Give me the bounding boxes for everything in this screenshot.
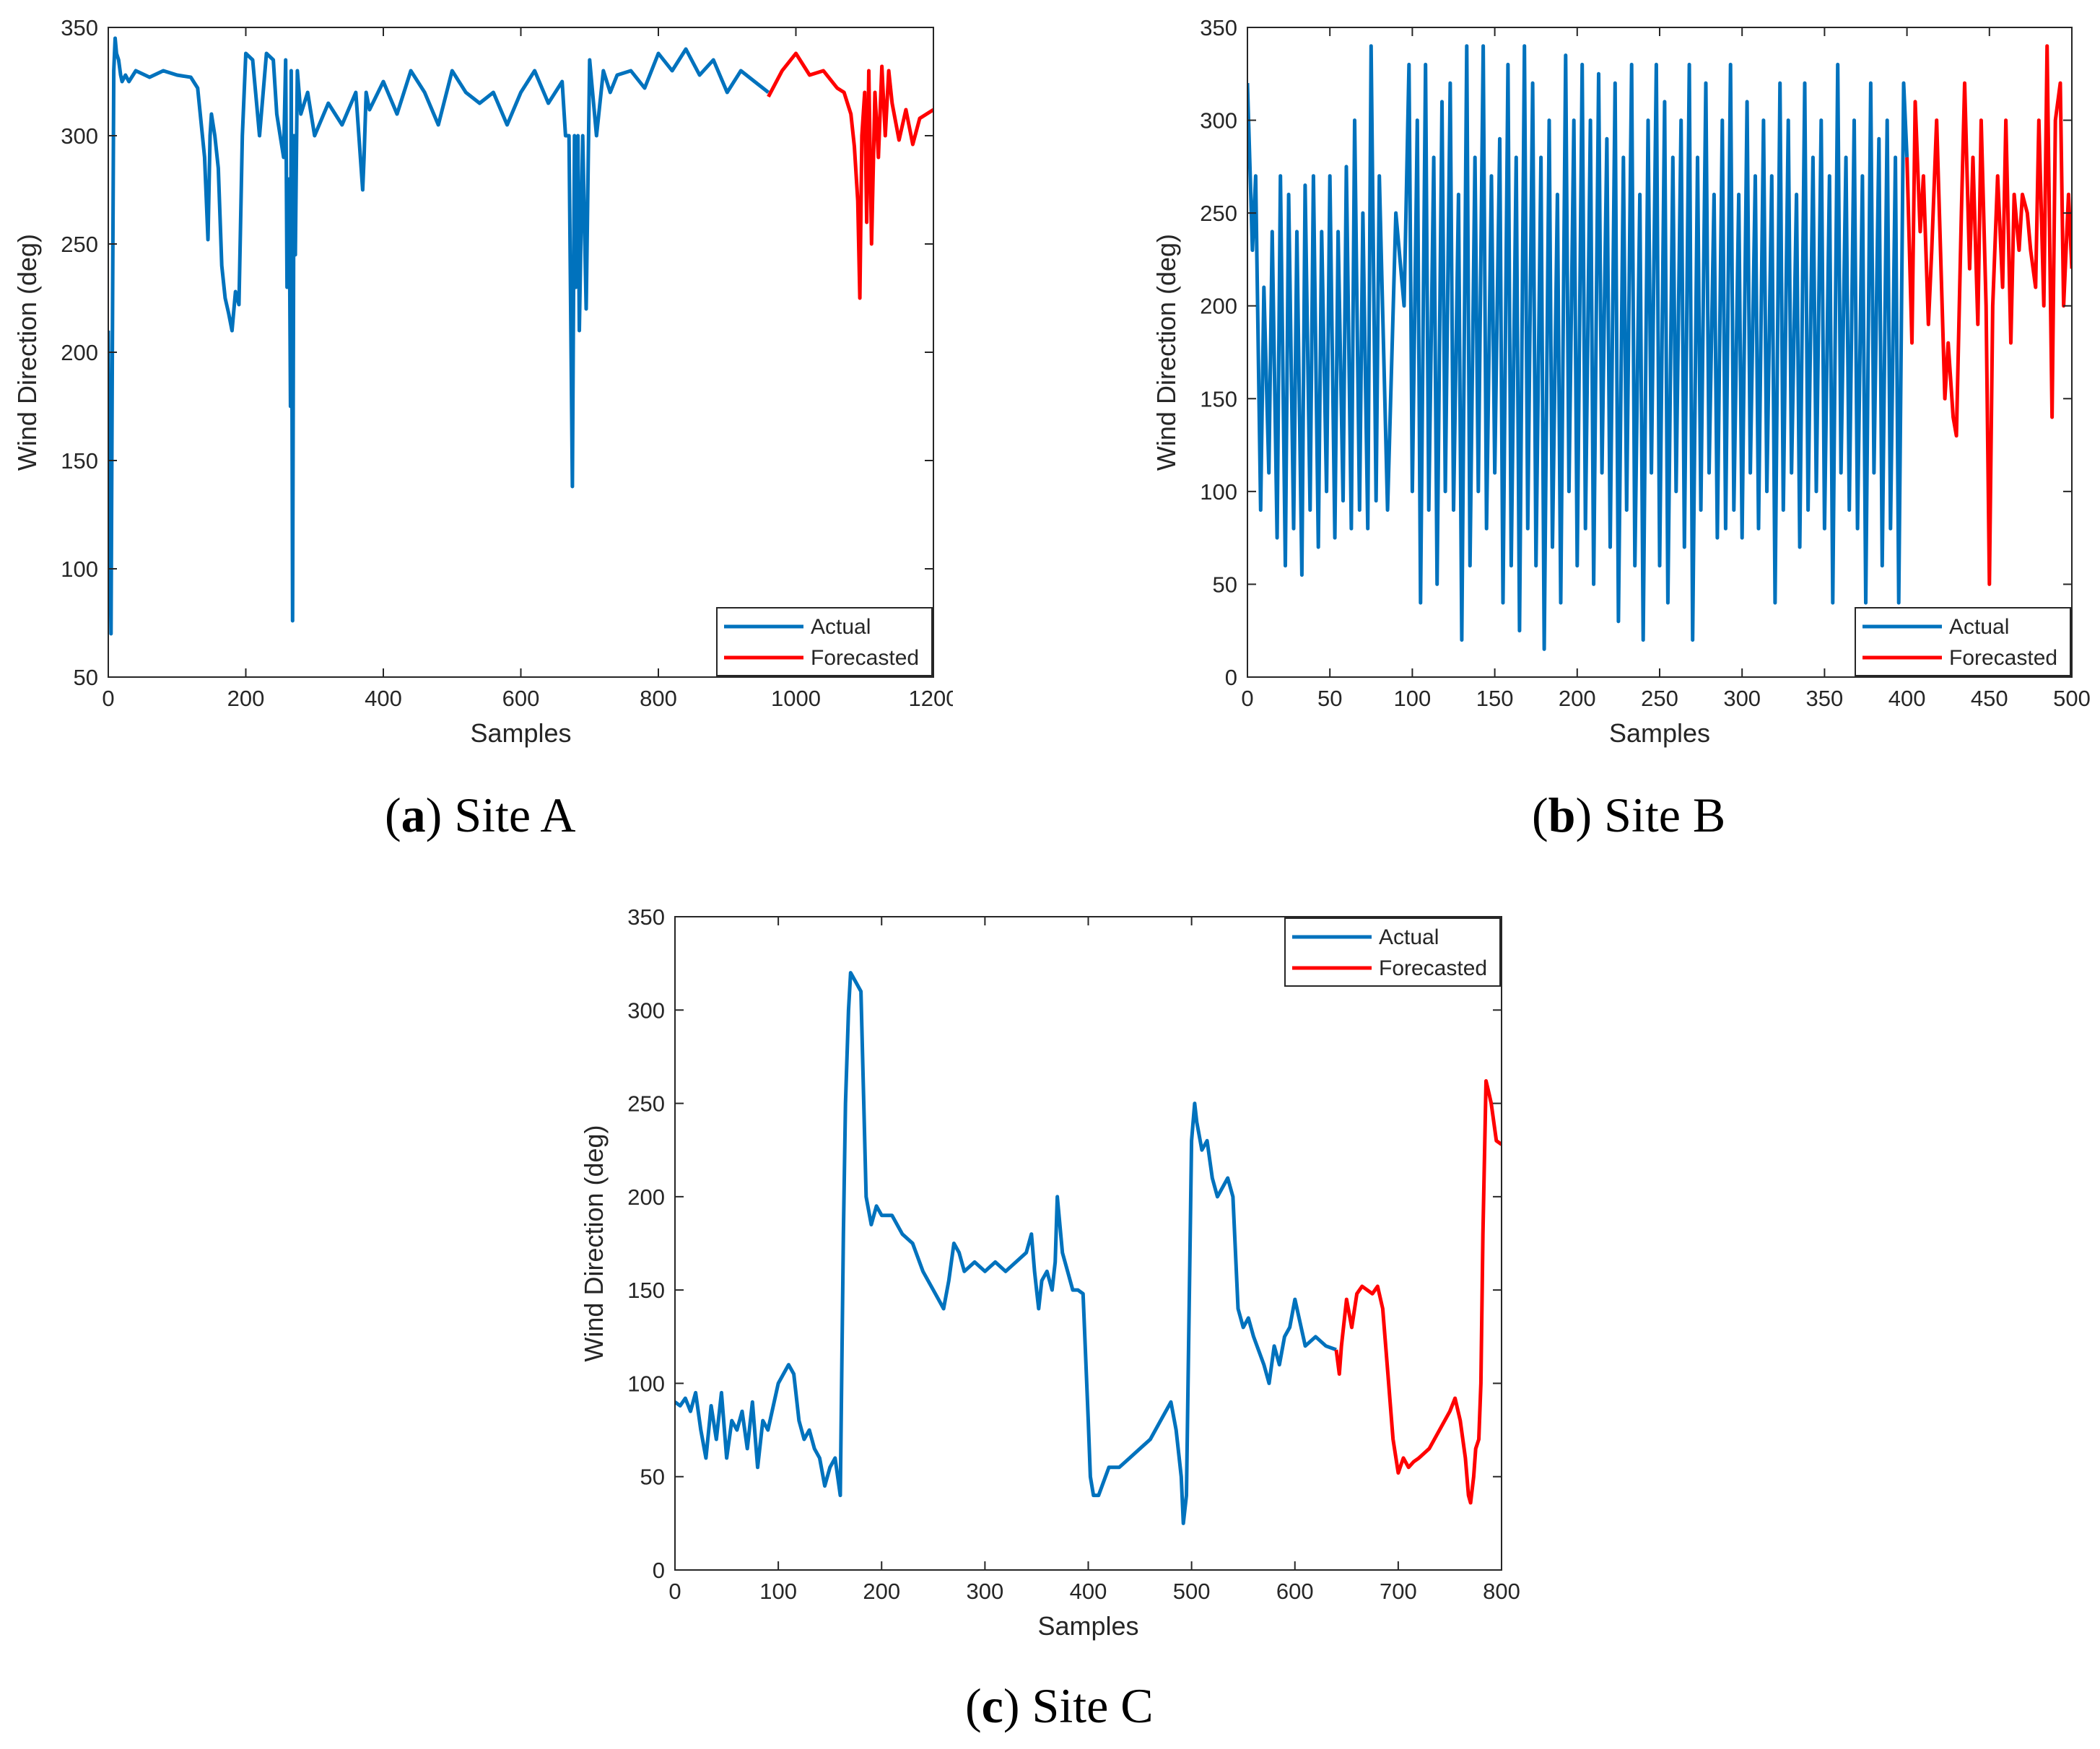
y-tick-label: 150	[61, 448, 98, 474]
chart-b: 0 50 100 150 200 250 300 350 400 450 500 0 50 100 150 2…	[1151, 15, 2091, 748]
x-tick-label: 50	[1317, 686, 1342, 711]
series-line-actual	[675, 971, 1337, 1525]
y-tick-label: 200	[627, 1185, 665, 1210]
y-tick-label: 350	[627, 904, 665, 930]
x-tick-label: 100	[1394, 686, 1432, 711]
x-tick-label: 600	[1276, 1579, 1314, 1604]
x-tick-label: 0	[668, 1579, 681, 1604]
legend-box	[1855, 607, 2071, 676]
chart-panel-c: 0 100 200 300 400 500 600 700 800 0 50 100 150 200 250…	[570, 895, 1530, 1660]
chart-panel-b: 0 50 100 150 200 250 300 350 400 450 500 0 50 100 150 2…	[1141, 0, 2100, 776]
x-tick-label: 200	[863, 1579, 900, 1604]
y-tick-label: 300	[1200, 108, 1237, 134]
x-tick-label: 450	[1971, 686, 2008, 711]
x-tick-label: 400	[1070, 1579, 1107, 1604]
x-tick-label: 250	[1641, 686, 1678, 711]
y-tick-label: 50	[640, 1465, 665, 1490]
series-line-forecasted	[767, 51, 933, 300]
legend: Actual Forecasted	[1284, 917, 1501, 987]
x-tick-label: 400	[365, 686, 402, 711]
y-tick-label: 200	[61, 340, 98, 365]
x-tick-label: 200	[1559, 686, 1596, 711]
y-tick-label: 200	[1200, 294, 1237, 319]
legend-box	[1284, 917, 1501, 987]
x-tick-label: 500	[2053, 686, 2091, 711]
legend: Actual Forecasted	[1855, 607, 2071, 676]
chart-panel-a: 0 200 400 600 800 1000 1200 50 100 150 200 250 300 35…	[0, 0, 958, 776]
series-line-forecasted	[1334, 1079, 1502, 1505]
x-tick-label: 1000	[771, 686, 821, 711]
y-tick-label: 350	[1200, 15, 1237, 40]
x-tick-label: 800	[640, 686, 677, 711]
chart-a: 0 200 400 600 800 1000 1200 50 100 150 200 250 300 35…	[12, 15, 958, 748]
x-tick-label: 100	[759, 1579, 797, 1604]
x-tick-label: 500	[1173, 1579, 1211, 1604]
x-tick-label: 0	[102, 686, 114, 711]
legend-box	[716, 607, 933, 676]
y-tick-label: 350	[61, 15, 98, 40]
y-tick-label: 250	[627, 1091, 665, 1117]
x-tick-label: 150	[1476, 686, 1514, 711]
y-tick-label: 100	[627, 1371, 665, 1396]
y-tick-label: 300	[627, 998, 665, 1023]
legend-label-forecasted: Forecasted	[811, 646, 919, 670]
y-tick-label: 0	[653, 1558, 665, 1583]
y-tick-label: 150	[627, 1278, 665, 1303]
legend-label-forecasted: Forecasted	[1949, 646, 2057, 670]
y-tick-label: 150	[1200, 386, 1237, 411]
legend-label-actual: Actual	[811, 615, 871, 639]
x-tick-label: 1200	[909, 686, 953, 711]
x-tick-label: 600	[502, 686, 540, 711]
plot-frame	[108, 27, 934, 678]
series-line-actual	[108, 36, 770, 636]
y-tick-label: 100	[61, 557, 98, 582]
series-line-actual	[1247, 44, 1909, 651]
y-axis-label: Wind Direction (deg)	[1151, 234, 1181, 471]
y-axis-label: Wind Direction (deg)	[12, 234, 42, 471]
y-tick-label: 100	[1200, 479, 1237, 505]
y-tick-label: 250	[61, 232, 98, 257]
chart-c: 0 100 200 300 400 500 600 700 800 0 50 100 150 200 250…	[579, 904, 1520, 1641]
caption-b: (b) Site B	[1532, 788, 1726, 842]
caption-a: (a) Site A	[385, 788, 576, 842]
x-tick-label: 350	[1806, 686, 1844, 711]
plot-frame	[674, 916, 1502, 1571]
legend-label-actual: Actual	[1379, 925, 1439, 949]
x-tick-label: 200	[227, 686, 265, 711]
legend: Actual Forecasted	[716, 607, 933, 676]
x-tick-label: 300	[1723, 686, 1761, 711]
legend-label-actual: Actual	[1949, 615, 2009, 639]
x-axis-label: Samples	[1037, 1611, 1138, 1641]
x-tick-label: 800	[1483, 1579, 1520, 1604]
legend-label-forecasted: Forecasted	[1379, 956, 1487, 980]
caption-c: (c) Site C	[965, 1678, 1154, 1733]
x-tick-label: 700	[1380, 1579, 1417, 1604]
y-axis-label: Wind Direction (deg)	[579, 1125, 609, 1361]
x-axis-label: Samples	[470, 718, 571, 748]
x-tick-label: 0	[1241, 686, 1253, 711]
y-tick-label: 50	[1213, 572, 1237, 597]
x-tick-label: 300	[967, 1579, 1004, 1604]
series-line-forecasted	[1905, 44, 2072, 586]
y-tick-label: 250	[1200, 201, 1237, 226]
y-tick-label: 300	[61, 123, 98, 149]
y-tick-label: 0	[1225, 665, 1237, 690]
x-axis-label: Samples	[1609, 718, 1710, 748]
x-tick-label: 400	[1888, 686, 1926, 711]
y-tick-label: 50	[74, 665, 98, 690]
